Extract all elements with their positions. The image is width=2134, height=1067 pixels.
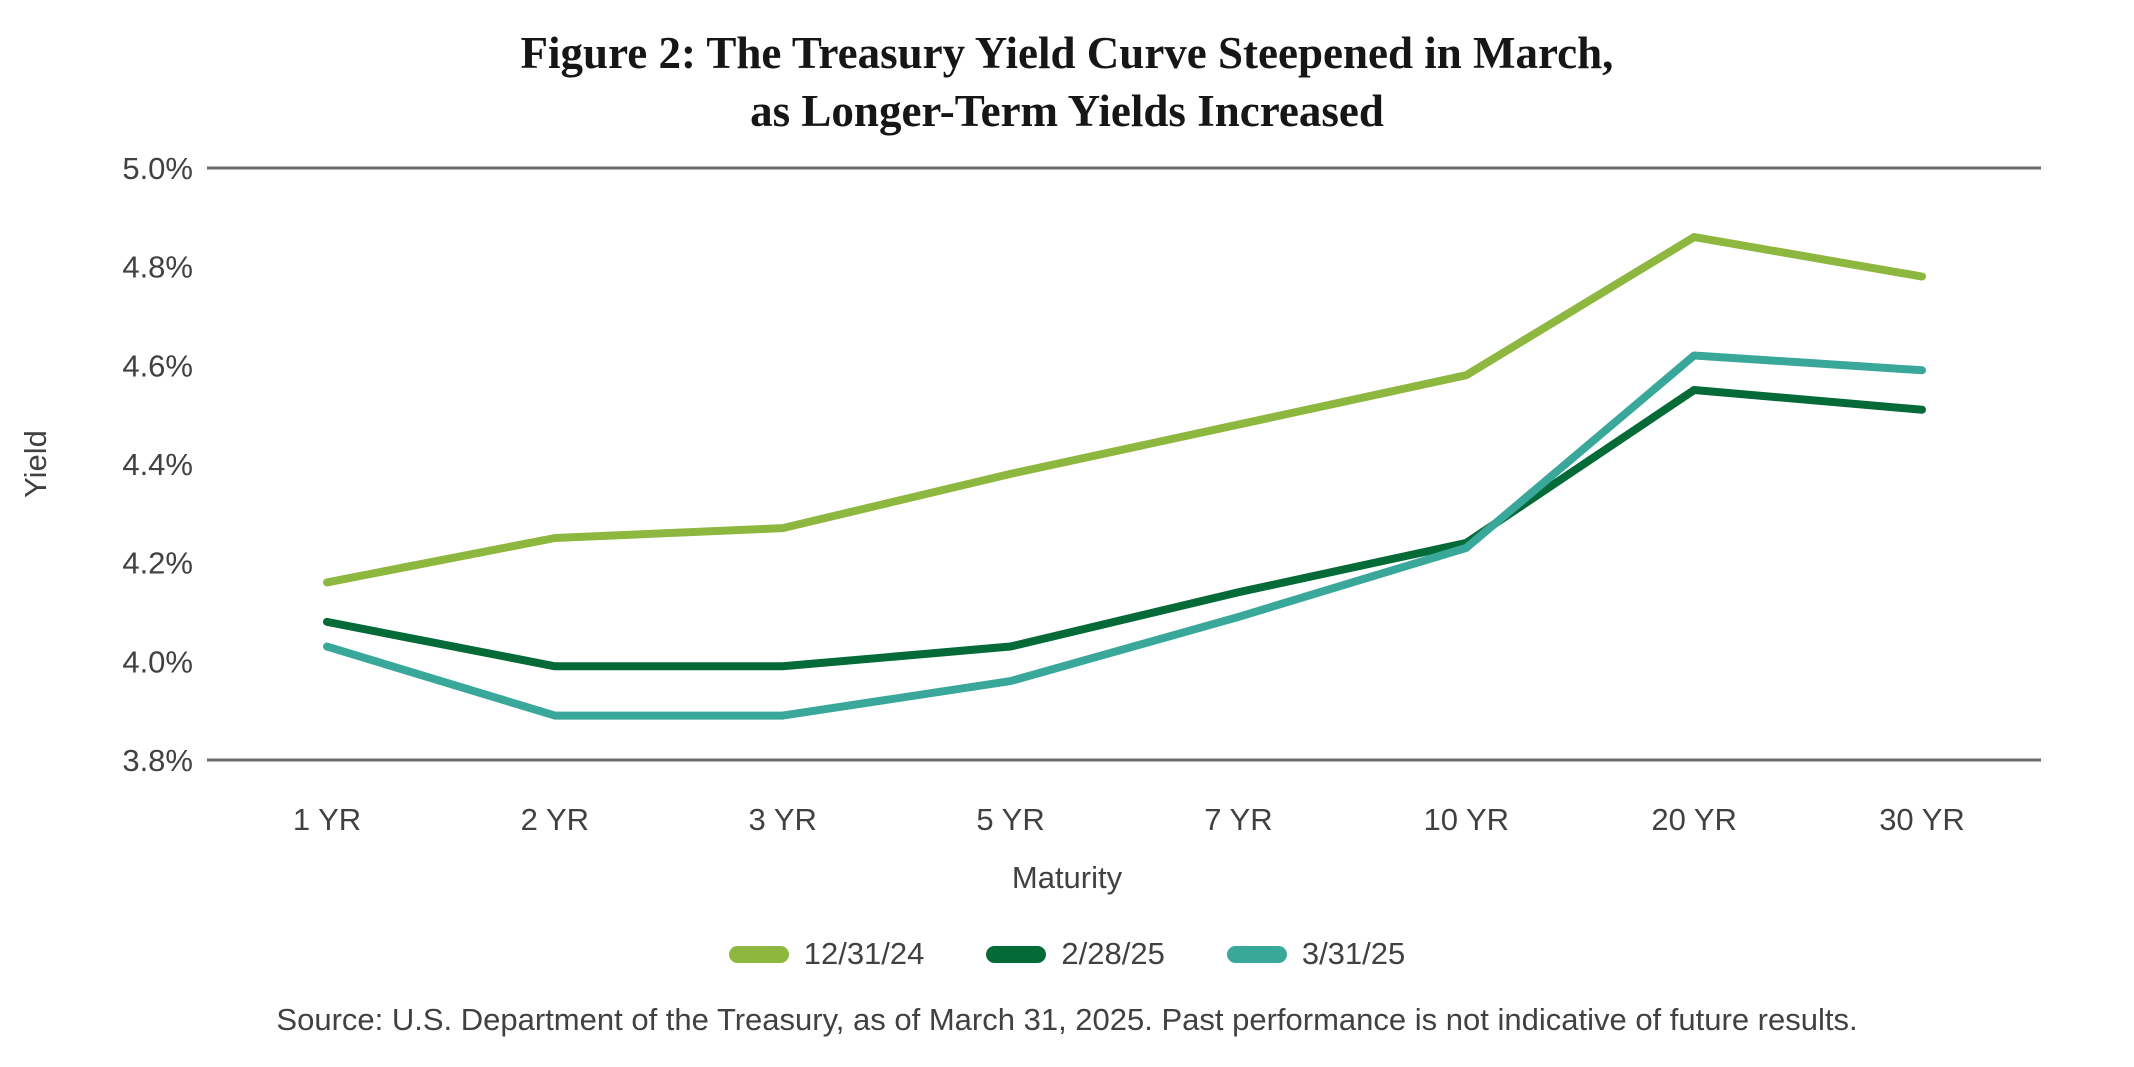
legend-swatch-icon — [728, 945, 789, 963]
chart-legend: 12/31/24 2/28/25 3/31/25 — [0, 936, 2134, 972]
y-tick-label: 5.0% — [122, 151, 193, 186]
x-tick-label: 5 YR — [976, 802, 1044, 837]
y-tick-label: 4.4% — [122, 447, 193, 482]
y-tick-label: 4.8% — [122, 250, 193, 285]
y-tick-label: 3.8% — [122, 743, 193, 778]
x-tick-label: 3 YR — [749, 802, 817, 837]
series-line-3-31-25 — [323, 351, 1926, 720]
legend-label: 2/28/25 — [1061, 936, 1165, 971]
legend-item-12-31-24: 12/31/24 — [728, 936, 925, 972]
legend-label: 12/31/24 — [803, 936, 925, 971]
y-tick-label: 4.6% — [122, 348, 193, 383]
y-axis-title: Yield — [18, 430, 53, 498]
chart-title-line-1: Figure 2: The Treasury Yield Curve Steep… — [520, 28, 1614, 78]
y-tick-label: 4.2% — [122, 546, 193, 581]
x-axis-title: Maturity — [1012, 860, 1123, 895]
chart-title: Figure 2: The Treasury Yield Curve Steep… — [0, 24, 2134, 140]
x-tick-label: 1 YR — [293, 802, 361, 837]
legend-item-2-28-25: 2/28/25 — [986, 936, 1165, 972]
legend-item-3-31-25: 3/31/25 — [1226, 936, 1406, 972]
x-tick-label: 10 YR — [1423, 802, 1509, 837]
x-tick-label: 2 YR — [521, 802, 589, 837]
x-tick-label: 7 YR — [1204, 802, 1272, 837]
legend-swatch-icon — [1226, 945, 1287, 963]
chart-title-line-2: as Longer-Term Yields Increased — [750, 86, 1384, 136]
x-tick-label: 30 YR — [1879, 802, 1965, 837]
series-line-12-31-24 — [323, 233, 1926, 587]
legend-label: 3/31/25 — [1301, 936, 1406, 971]
y-tick-label: 4.0% — [122, 644, 193, 679]
source-note: Source: U.S. Department of the Treasury,… — [276, 1002, 1858, 1037]
legend-swatch-icon — [986, 945, 1047, 963]
series-line-2-28-25 — [323, 386, 1926, 671]
x-tick-label: 20 YR — [1651, 802, 1737, 837]
